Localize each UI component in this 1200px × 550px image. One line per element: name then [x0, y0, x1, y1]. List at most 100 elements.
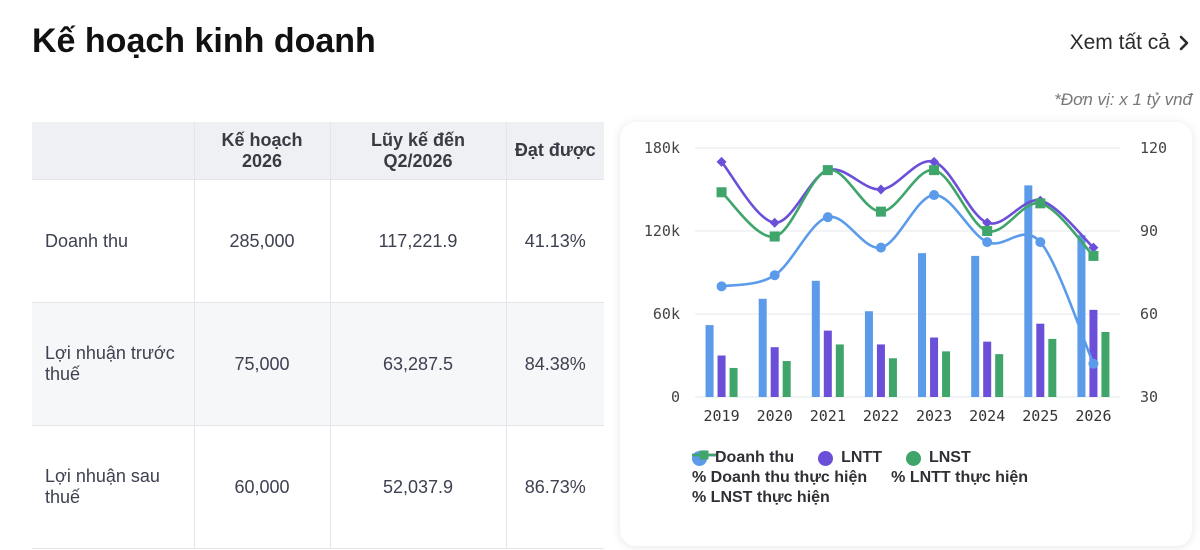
bar-lnst [1048, 338, 1057, 397]
legend-item-pct-lntt[interactable]: % LNTT thực hiện [692, 450, 1029, 487]
legend-label: LNST [928, 449, 971, 466]
column-header-achieved: Đạt được [505, 122, 604, 180]
point-pct-lnst [1088, 250, 1099, 261]
left-axis-tick: 180k [644, 139, 680, 157]
line-pct-lnst [720, 168, 1095, 257]
point-pct-doanh-thu [716, 281, 727, 292]
bar-lntt [770, 347, 779, 397]
bar-doanh-thu [1077, 235, 1086, 397]
column-header-empty [32, 122, 195, 180]
row-label: Lợi nhuận sau thuế [32, 425, 195, 549]
chevron-right-icon [1179, 35, 1189, 51]
right-axis-tick: 30 [1140, 388, 1158, 406]
plan-value: 285,000 [193, 179, 331, 303]
table-row: Lợi nhuận trước thuế 75,000 63,287.5 84.… [32, 302, 604, 426]
plan-value: 60,000 [193, 425, 331, 549]
legend-item-lntt[interactable]: LNTT [818, 449, 882, 467]
point-pct-lntt [716, 156, 727, 167]
right-axis-tick: 60 [1140, 305, 1158, 323]
point-pct-doanh-thu [769, 270, 780, 281]
point-pct-doanh-thu [822, 212, 833, 223]
table-header-row: Kế hoạch 2026 Lũy kế đến Q2/2026 Đạt đượ… [32, 122, 604, 180]
point-pct-doanh-thu [875, 242, 886, 253]
bar-lnst [995, 354, 1004, 397]
bar-lntt [930, 337, 939, 397]
bar-doanh-thu [971, 255, 980, 397]
bar-lntt [983, 341, 992, 397]
point-pct-lntt [875, 184, 886, 195]
right-axis-tick: 90 [1140, 222, 1158, 240]
legend-item-pct-lnst[interactable]: % LNST thực hiện [692, 450, 830, 507]
page-title: Kế hoạch kinh doanh [32, 22, 376, 60]
bar-doanh-thu [864, 311, 873, 397]
left-axis-tick: 60k [653, 305, 680, 323]
column-header-cumulative: Lũy kế đến Q2/2026 [329, 122, 507, 180]
right-axis-tick: 120 [1140, 139, 1167, 157]
bar-lntt [823, 330, 832, 397]
achieved-value: 84.38% [505, 302, 604, 426]
table-row: Doanh thu 285,000 117,221.9 41.13% [32, 179, 604, 303]
x-axis-tick: 2023 [916, 407, 952, 425]
point-pct-doanh-thu [1035, 237, 1046, 248]
point-pct-lnst [1035, 198, 1046, 209]
bar-doanh-thu [811, 280, 820, 397]
unit-note: *Đơn vị: x 1 tỷ vnđ [1054, 90, 1192, 109]
bar-doanh-thu [705, 325, 714, 397]
point-pct-doanh-thu [929, 190, 940, 201]
point-pct-lntt [769, 217, 780, 228]
legend-label: LNTT [841, 449, 882, 466]
legend-label: Doanh thu [715, 449, 795, 466]
bar-lnst [1101, 331, 1110, 397]
row-label: Doanh thu [32, 179, 195, 303]
left-axis-tick: 0 [671, 388, 680, 406]
bar-lnst [729, 367, 738, 397]
row-label: Lợi nhuận trước thuế [32, 302, 195, 426]
cumulative-value: 52,037.9 [329, 425, 507, 549]
left-axis-tick: 120k [644, 222, 680, 240]
point-pct-doanh-thu [1088, 358, 1099, 369]
table-row: Lợi nhuận sau thuế 60,000 52,037.9 86.73… [32, 425, 604, 549]
x-axis-tick: 2024 [969, 407, 1005, 425]
chart-card: 0 30 60k 60 120k 90 180k 120 2019 2020 2021 2022 202… [620, 122, 1192, 546]
point-pct-lnst [982, 226, 993, 236]
point-pct-lnst [875, 206, 886, 217]
business-plan-chart: 0 30 60k 60 120k 90 180k 120 2019 2020 2021 2022 202… [644, 139, 1167, 425]
chart-legend: Doanh thu LNTT LNST % Doanh thu thực hiệ… [692, 448, 1052, 508]
legend-label: % LNTT thực hiện [891, 469, 1029, 486]
view-all-link[interactable]: Xem tất cả [1070, 31, 1190, 55]
point-pct-doanh-thu [982, 237, 993, 248]
cumulative-value: 117,221.9 [329, 179, 507, 303]
bar-lnst [782, 361, 791, 397]
legend-item-pct-doanh-thu[interactable]: % Doanh thu thực hiện [692, 450, 868, 487]
point-pct-lnst [822, 165, 833, 176]
point-pct-lntt [982, 217, 993, 228]
view-all-label: Xem tất cả [1069, 31, 1170, 54]
column-header-plan: Kế hoạch 2026 [193, 122, 331, 180]
legend-label: % LNST thực hiện [692, 489, 830, 506]
x-axis-tick: 2025 [1022, 407, 1058, 425]
bar-doanh-thu [758, 298, 767, 397]
point-pct-lnst [929, 165, 940, 176]
bar-lnst [835, 344, 844, 397]
bar-doanh-thu [1024, 185, 1033, 397]
plan-value: 75,000 [193, 302, 331, 426]
bar-lntt [1036, 323, 1045, 397]
legend-item-lnst[interactable]: LNST [905, 449, 971, 467]
point-pct-lntt [929, 156, 940, 167]
bar-doanh-thu [918, 253, 927, 397]
achieved-value: 86.73% [505, 425, 604, 549]
x-axis-tick: 2020 [757, 407, 793, 425]
point-pct-lnst [716, 187, 727, 198]
bar-lnst [942, 351, 951, 397]
x-axis-tick: 2022 [863, 407, 899, 425]
legend-label: % Doanh thu thực hiện [692, 469, 868, 486]
x-axis-tick: 2019 [704, 407, 740, 425]
point-pct-lnst [769, 231, 780, 242]
x-axis-tick: 2026 [1075, 407, 1111, 425]
bar-lntt [1089, 309, 1098, 397]
business-plan-table: Kế hoạch 2026 Lũy kế đến Q2/2026 Đạt đượ… [32, 122, 604, 549]
bar-lntt [876, 344, 885, 397]
bar-lnst [888, 358, 897, 397]
achieved-value: 41.13% [505, 179, 604, 303]
point-pct-lntt [1088, 242, 1099, 253]
